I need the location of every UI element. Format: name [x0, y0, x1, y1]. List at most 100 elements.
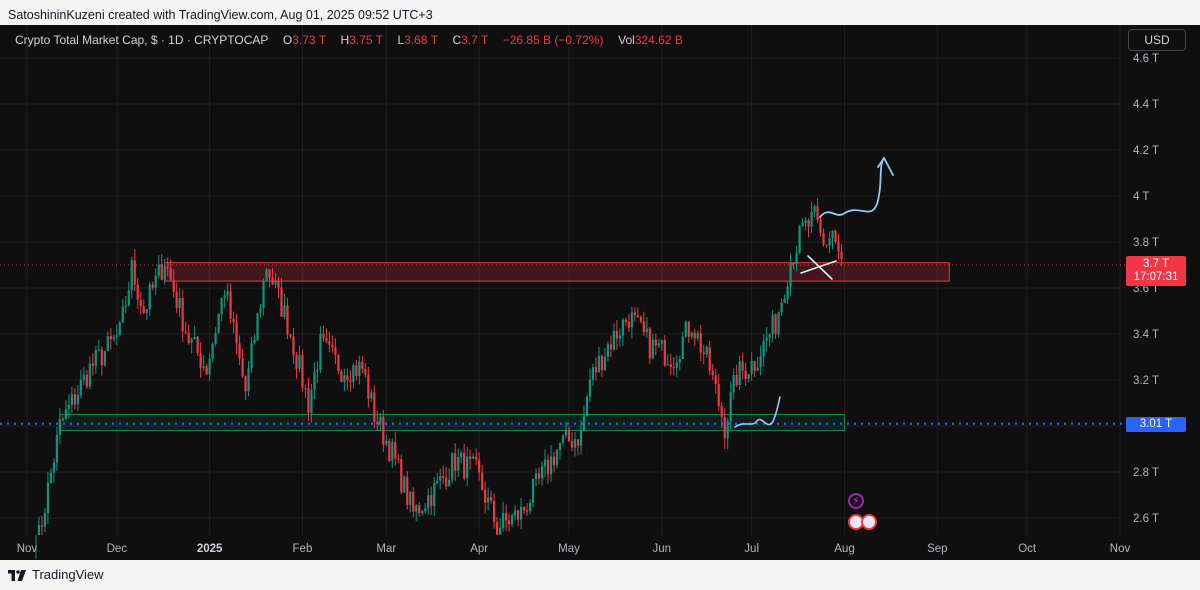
x-tick-label: 2025	[197, 543, 223, 555]
high-value: 3.75 T	[349, 33, 383, 47]
candle	[759, 345, 762, 376]
symbol-title[interactable]: Crypto Total Market Cap, $ · 1D · CRYPTO…	[15, 33, 269, 47]
candle	[97, 339, 100, 352]
candle	[418, 502, 421, 517]
candle	[211, 342, 214, 363]
candle	[334, 338, 337, 365]
chart-area[interactable]: 4.6 T4.4 T4.2 T4 T3.8 T3.6 T3.4 T3.2 T3 …	[0, 25, 1200, 560]
x-tick-label: Sep	[927, 543, 947, 555]
candle	[798, 224, 801, 255]
candle	[837, 233, 840, 260]
candle	[687, 321, 690, 343]
candle	[481, 464, 484, 491]
x-tick-label: Feb	[293, 543, 313, 555]
us-flag-event-icon-2[interactable]	[861, 514, 877, 530]
candle	[145, 308, 148, 321]
candle	[226, 283, 229, 302]
candle	[705, 345, 708, 358]
candle	[558, 442, 562, 460]
candle	[624, 317, 627, 326]
x-axis: Nov Dec 2025 Feb Mar Apr May Jun Jul Aug Sep Oct Nov	[17, 543, 1131, 555]
candle	[813, 204, 816, 217]
candle	[642, 311, 645, 336]
candle	[711, 363, 714, 380]
candle	[585, 394, 589, 417]
y-tick-label: 4.4 T	[1133, 99, 1159, 111]
price-lines	[0, 264, 1125, 425]
candle	[277, 276, 280, 298]
candle	[337, 354, 340, 375]
candle	[657, 338, 660, 349]
candle	[576, 439, 580, 456]
candle	[603, 348, 607, 372]
candle	[756, 356, 759, 371]
footer-brand: TradingView	[32, 567, 104, 582]
candle	[43, 508, 47, 533]
candle	[549, 445, 553, 482]
candle	[684, 320, 687, 338]
candle	[582, 405, 586, 432]
y-tick-label: 2.8 T	[1133, 467, 1159, 479]
candle	[73, 388, 76, 410]
candle	[304, 384, 307, 398]
candle	[217, 313, 220, 334]
candle	[699, 324, 702, 362]
price-chart[interactable]: 4.6 T4.4 T4.2 T4 T3.8 T3.6 T3.4 T3.2 T3 …	[0, 25, 1200, 560]
candle	[283, 294, 286, 320]
candle	[184, 321, 187, 335]
candle	[804, 217, 807, 231]
candles	[35, 198, 843, 559]
candle	[35, 535, 37, 559]
y-tick-label: 4.2 T	[1133, 145, 1159, 157]
candle	[564, 421, 568, 439]
candle	[79, 369, 82, 399]
candle	[106, 331, 109, 352]
candle	[819, 214, 822, 237]
candle	[193, 325, 196, 340]
candle	[169, 259, 172, 281]
candle	[400, 454, 403, 494]
candle	[507, 513, 511, 532]
candle	[475, 448, 478, 466]
candle	[391, 438, 394, 469]
y-tick-label: 4.6 T	[1133, 53, 1159, 65]
candle	[807, 218, 810, 238]
candle	[289, 333, 292, 339]
candle	[154, 268, 157, 295]
cross-mark-drawing	[800, 255, 837, 280]
candle	[597, 346, 601, 373]
volume-label: Vol	[618, 33, 635, 47]
candle	[573, 432, 577, 457]
change-value: −26.85 B (−0.72%)	[502, 33, 604, 47]
candle	[358, 355, 361, 385]
candle	[525, 503, 529, 517]
candle	[615, 320, 618, 350]
candle	[645, 317, 648, 339]
candle	[609, 335, 613, 358]
candle	[415, 504, 418, 522]
candle	[783, 294, 786, 303]
candle	[454, 443, 457, 482]
candle	[316, 361, 319, 383]
candle	[828, 231, 831, 253]
candle	[40, 515, 44, 535]
candle	[729, 381, 732, 430]
candle	[669, 353, 672, 376]
candle	[810, 201, 813, 233]
candle	[726, 418, 729, 450]
candle	[367, 366, 370, 408]
footer: TradingView	[8, 566, 104, 584]
candle	[247, 360, 250, 397]
candle	[166, 257, 169, 277]
currency-button[interactable]: USD	[1128, 29, 1186, 51]
candle	[370, 389, 373, 402]
lightning-event-icon[interactable]: ⚡	[848, 493, 864, 509]
candle	[552, 451, 556, 473]
candle	[403, 474, 406, 494]
candle	[355, 359, 358, 381]
candle	[639, 314, 642, 324]
candle	[322, 325, 325, 342]
level-price-badge: 3.01 T	[1126, 417, 1186, 432]
candle	[157, 255, 160, 279]
x-tick-label: Nov	[1110, 543, 1131, 555]
